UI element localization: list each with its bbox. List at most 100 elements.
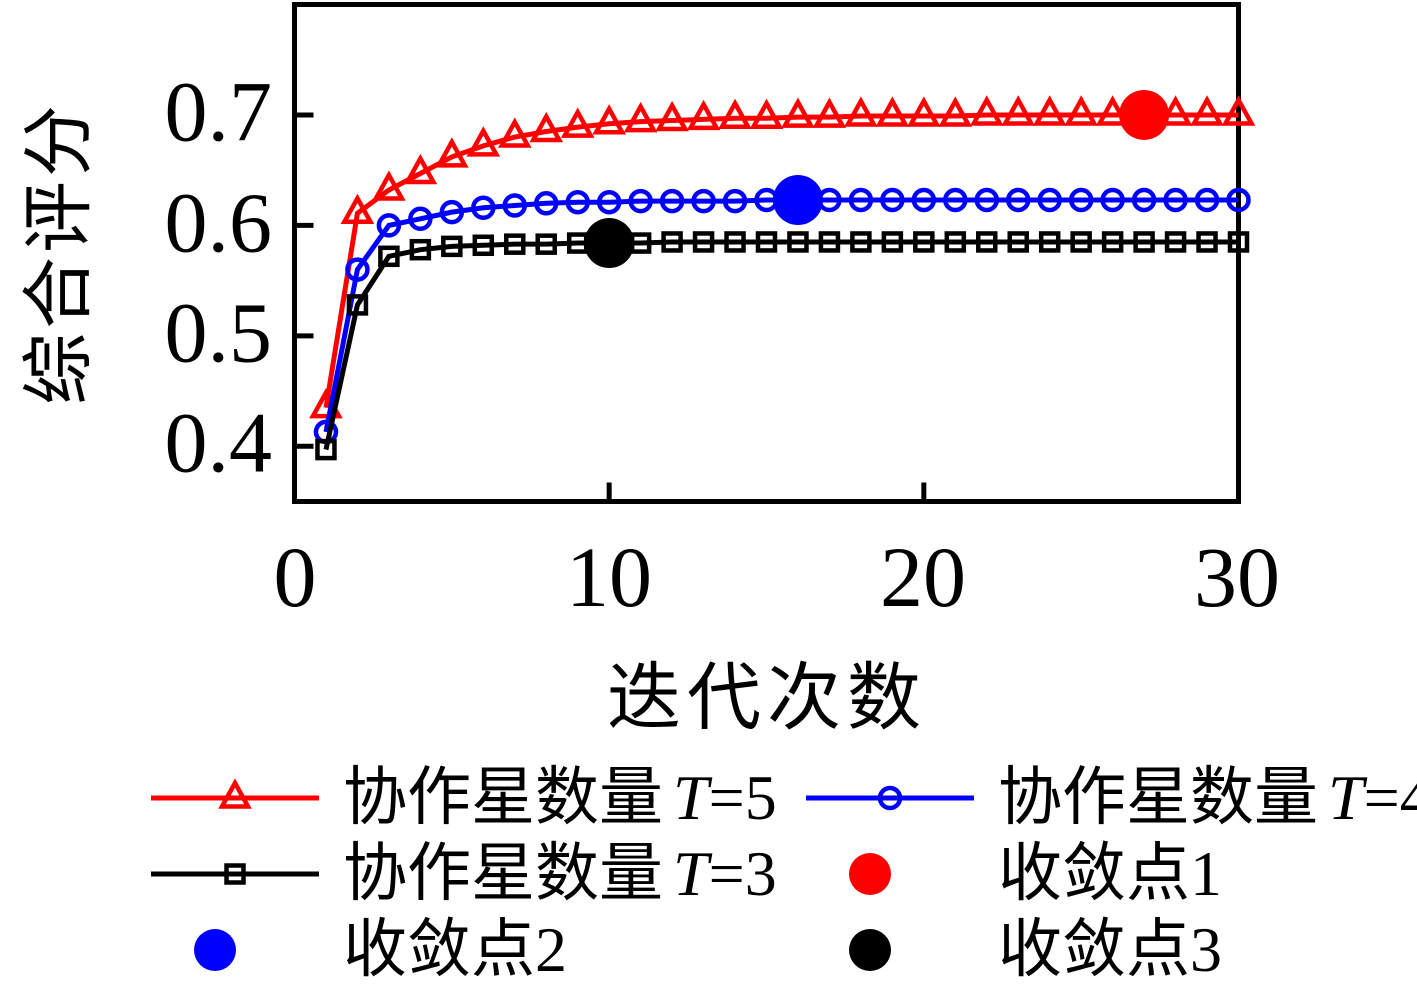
triangle-marker [655,100,689,132]
circle-marker [911,187,937,213]
triangle-marker [844,96,878,127]
square-marker [315,438,337,461]
triangle-marker [875,96,910,127]
triangle-marker [466,126,501,157]
square-marker [724,231,746,253]
convergence-dot [1119,89,1170,140]
square-marker [1038,231,1061,253]
circle-marker [471,195,496,220]
plot-border [292,2,1241,504]
square-marker [1227,231,1250,253]
legend-swatch-blue-dot [194,929,236,971]
circle-marker [1068,187,1094,213]
circle-marker [1005,187,1031,213]
square-marker [409,238,432,261]
triangle-marker [435,137,469,168]
triangle-marker [1095,95,1130,126]
square-marker [441,235,463,258]
legend-label: 协作星数量 T=4 [998,762,1417,833]
legend-item-t5: 协作星数量 T=5 [145,760,800,836]
legend-dot [849,929,891,971]
triangle-marker [497,117,532,148]
square-marker [378,245,400,268]
circle-marker [1163,187,1188,213]
triangle-marker [1032,95,1067,126]
triangle-marker [686,99,721,131]
legend-item-t3: 协作星数量 T=3 [145,836,800,912]
square-marker [504,233,526,255]
legend-swatch-red-dot [849,853,891,895]
circle-marker [502,193,528,218]
square-marker [535,233,557,255]
triangle-marker [340,193,375,224]
series-line-2 [323,239,1239,451]
square-marker [661,231,683,253]
legend-item-t4: 协作星数量 T=4 [800,760,1417,836]
triangle-marker [781,97,815,128]
triangle-marker [1190,95,1224,126]
circle-marker [691,188,716,214]
square-marker [1164,231,1187,253]
legend-dot [849,853,891,895]
triangle-marker [560,107,595,138]
legend-label: 收敛点2 [343,914,567,985]
square-marker [818,231,841,253]
triangle-marker [1158,95,1193,126]
legend: 协作星数量 T=5 协作星数量 T=4 协作星数量 T=3 收敛点1 收敛点2 收敛点… [145,760,1417,988]
y-tick-label: 0.4 [164,394,273,491]
x-tick-label: 0 [273,529,317,625]
triangle-marker [403,153,438,185]
x-tick-label: 10 [566,529,652,625]
triangle-marker [218,778,252,809]
y-tick-label: 0.7 [164,63,273,160]
square-marker [881,231,904,253]
x-tick-label: 30 [1194,529,1280,625]
circle-marker [1131,187,1157,213]
square-marker [1007,231,1029,253]
square-marker [472,234,495,257]
circle-marker [659,188,685,214]
y-tick-label: 0.5 [164,284,273,381]
circle-marker [877,785,903,811]
circle-marker [880,187,905,213]
square-marker [1196,231,1218,253]
circle-marker [533,191,559,216]
triangle-marker [1064,95,1098,126]
triangle-marker [1221,95,1256,126]
legend-label: 协作星数量 T=3 [343,838,777,909]
plot-area [292,2,1256,504]
circle-marker [722,188,748,214]
legend-label: 收敛点3 [998,914,1222,985]
y-tick-label: 0.6 [164,174,273,271]
square-marker [1070,231,1092,253]
triangle-marker [969,95,1004,126]
circle-marker [408,206,433,232]
triangle-marker [749,98,784,130]
legend-label: 协作星数量 T=5 [343,762,777,833]
legend-label: 收敛点1 [998,838,1222,909]
square-marker [850,231,872,253]
square-marker [1101,231,1124,253]
square-marker [755,231,778,253]
square-marker [692,231,715,253]
square-marker [913,231,935,253]
convergence-dot [584,218,635,269]
triangle-marker [718,98,752,130]
circle-marker [974,187,1000,213]
circle-marker [376,213,402,238]
square-marker [976,231,998,253]
circle-marker [1226,187,1251,213]
square-marker [944,231,967,253]
square-marker [224,863,246,885]
circle-marker [1037,187,1062,213]
legend-dot [194,929,236,971]
triangle-marker [592,104,626,135]
circle-marker [565,189,590,215]
triangle-marker [372,170,406,201]
legend-swatch-square-line [151,863,319,885]
circle-marker [1100,187,1125,213]
circle-marker [596,189,622,215]
triangle-marker [907,96,941,127]
legend-item-convergence-2: 收敛点2 [145,912,800,988]
